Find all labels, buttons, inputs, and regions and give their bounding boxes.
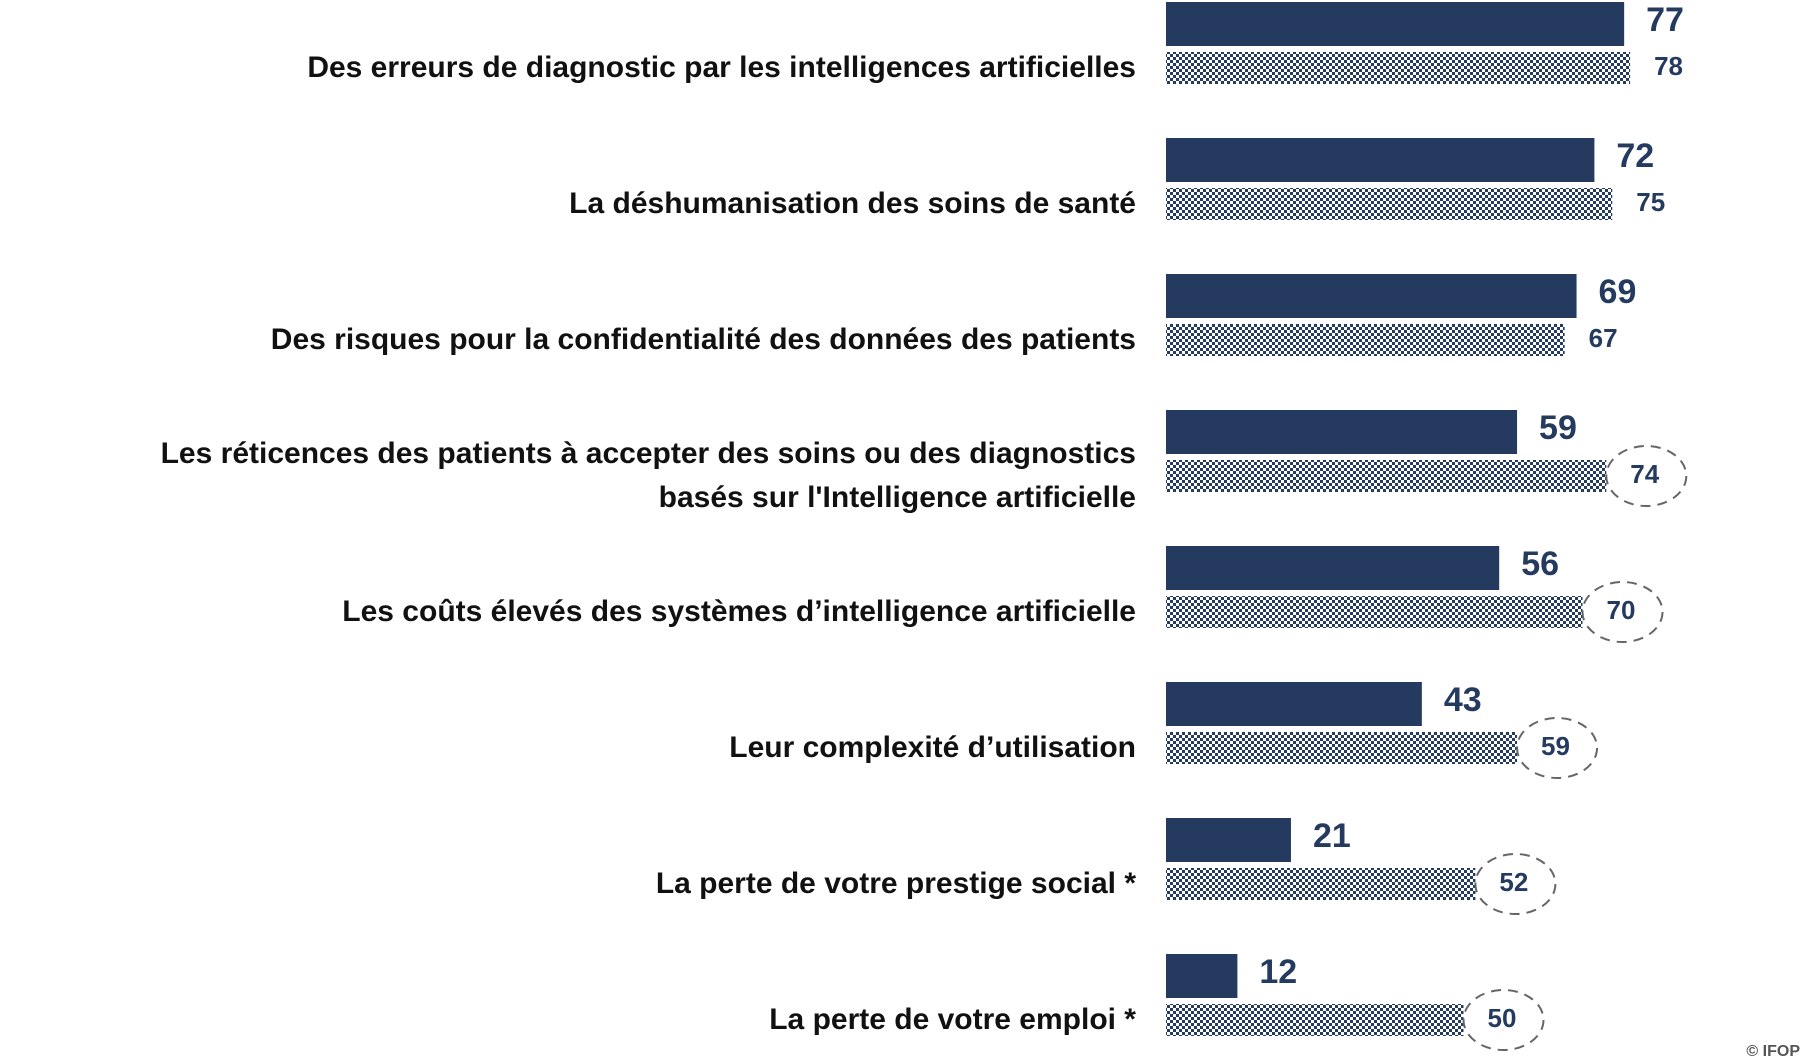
bar [1166,460,1606,492]
category-label: Les coûts élevés des systèmes d’intellig… [16,590,1136,634]
bar [1166,818,1291,862]
category-label: La perte de votre emploi * [16,998,1136,1042]
category-label: Les réticences des patients à accepter d… [16,432,1136,520]
value-label: 72 [1616,137,1654,175]
value-label: 67 [1589,323,1618,353]
bar [1166,138,1594,182]
category-label: Leur complexité d’utilisation [16,726,1136,770]
bar [1166,188,1612,220]
bar [1166,1004,1464,1036]
bar [1166,2,1624,46]
value-label: 21 [1313,817,1351,855]
category-label: La déshumanisation des soins de santé [16,182,1136,226]
value-label: 59 [1539,409,1577,447]
value-label: 77 [1646,1,1684,39]
bar [1166,410,1517,454]
value-label: 12 [1259,953,1297,991]
value-label: 75 [1636,187,1665,217]
value-label: 56 [1521,545,1559,583]
value-label: 59 [1541,731,1570,761]
copyright: © IFOP [1746,1043,1800,1060]
category-label: La perte de votre prestige social * [16,862,1136,906]
value-label: 43 [1444,681,1482,719]
value-label: 74 [1630,459,1659,489]
bar [1166,682,1422,726]
category-label: Des erreurs de diagnostic par les intell… [16,46,1136,90]
bar [1166,546,1499,590]
page: © IFOP 77787275696759745670435921521250 … [0,0,1806,1060]
value-label: 50 [1488,1003,1517,1033]
bar [1166,52,1630,84]
value-label: 52 [1499,867,1528,897]
bar [1166,868,1475,900]
value-label: 78 [1654,51,1683,81]
bar [1166,954,1237,998]
bar [1166,732,1517,764]
bar [1166,596,1583,628]
bar [1166,324,1565,356]
value-label: 69 [1599,273,1637,311]
value-label: 70 [1607,595,1636,625]
bar [1166,274,1577,318]
category-label: Des risques pour la confidentialité des … [16,318,1136,362]
